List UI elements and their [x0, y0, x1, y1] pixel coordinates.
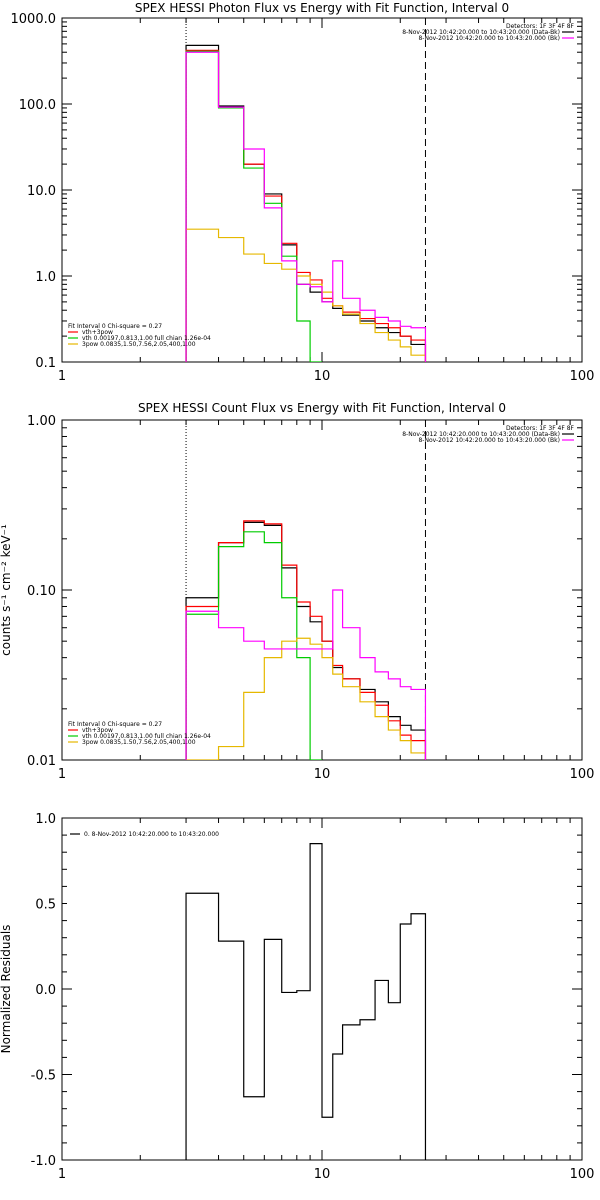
legend-text: vth 0.00197,0.813,1.00 full chian 1.26e-… — [82, 335, 211, 342]
series-step-magenta — [185, 589, 427, 760]
x-tick-label: 1 — [58, 369, 66, 384]
x-tick-label: 1 — [58, 1167, 66, 1182]
series-step-yellow — [185, 228, 427, 362]
y-tick-label: 0.10 — [27, 584, 56, 599]
legend-text: Fit Interval 0 Chi-square = 0.27 — [68, 721, 162, 728]
legend-text: 8-Nov-2012 10:42:20.000 to 10:43:20.000 … — [402, 29, 560, 36]
legend-text: Detectors: 1F 3F 4F 8F — [506, 425, 575, 432]
series-step-yellow — [186, 637, 427, 760]
y-tick-label: 100.0 — [19, 98, 56, 113]
x-tick-label: 100 — [570, 369, 595, 384]
y-axis-label: Normalized Residuals — [0, 925, 13, 1054]
series-step-black — [185, 44, 427, 362]
y-tick-label: 1.00 — [27, 414, 56, 429]
legend-text: Fit Interval 0 Chi-square = 0.27 — [68, 323, 162, 330]
legend-text: 8-Nov-2012 10:42:20.000 to 10:43:20.000 … — [402, 431, 560, 438]
x-tick-label: 1 — [58, 767, 66, 782]
series-step-black — [185, 843, 427, 1160]
y-tick-label: 0.01 — [27, 754, 56, 769]
y-tick-label: -1.0 — [31, 1154, 56, 1169]
legend-text: 0. 8-Nov-2012 10:42:20.000 to 10:43:20.0… — [84, 831, 219, 838]
y-tick-label: -0.5 — [31, 1069, 56, 1084]
y-tick-label: 0.5 — [35, 898, 56, 913]
x-tick-label: 10 — [314, 767, 331, 782]
chart-title: SPEX HESSI Photon Flux vs Energy with Fi… — [135, 1, 509, 15]
series-step-red — [185, 520, 427, 760]
series-step-black — [185, 521, 427, 760]
legend-text: 3pow 0.0835,1.50,7.56,2.05,400,1.00 — [82, 739, 196, 746]
legend-text: 8-Nov-2012 10:42:20.000 to 10:43:20.000 … — [418, 35, 560, 42]
y-tick-label: 1.0 — [35, 270, 56, 285]
y-tick-label: 1000.0 — [11, 12, 57, 27]
x-tick-label: 10 — [314, 1167, 331, 1182]
y-tick-label: 10.0 — [27, 184, 56, 199]
legend-text: vth 0.00197,0.813,1.00 full chian 1.26e-… — [82, 733, 211, 740]
plot-frame — [61, 419, 583, 761]
chart-panel-3: 1 10 100 -1.0 -0.5 0.0 0.5 1.0 Normalized Residu… — [0, 812, 594, 1182]
legend-text: 3pow 0.0835,1.50,7.56,2.05,400,1.00 — [82, 341, 196, 348]
legend-text: vth+3pow — [82, 329, 113, 336]
chart-title: SPEX HESSI Count Flux vs Energy with Fit… — [138, 401, 506, 415]
y-axis-label: counts s⁻¹ cm⁻² keV⁻¹ — [0, 524, 13, 656]
series-step-green — [185, 531, 322, 760]
x-tick-label: 10 — [314, 369, 331, 384]
legend-text: vth+3pow — [82, 727, 113, 734]
y-tick-label: 0.1 — [35, 356, 56, 371]
legend-text: Detectors: 1F 3F 4F 8F — [506, 23, 575, 30]
series-step-red — [185, 49, 427, 362]
x-tick-label: 100 — [570, 767, 595, 782]
series-step-green — [185, 50, 322, 362]
y-tick-label: 1.0 — [35, 812, 56, 827]
series-step-magenta — [185, 51, 427, 362]
plot-frame — [61, 17, 583, 363]
chart-panel-2: SPEX HESSI Count Flux vs Energy with Fit… — [0, 401, 594, 782]
chart-panel-1: SPEX HESSI Photon Flux vs Energy with Fi… — [11, 1, 595, 384]
x-tick-label: 100 — [570, 1167, 595, 1182]
legend-text: 8-Nov-2012 10:42:20.000 to 10:43:20.000 … — [418, 437, 560, 444]
y-tick-label: 0.0 — [35, 983, 56, 998]
